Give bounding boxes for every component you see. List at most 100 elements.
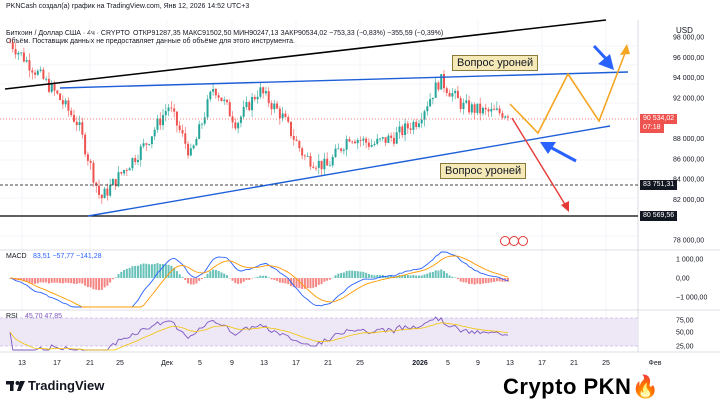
macd-histogram-bar bbox=[287, 278, 290, 285]
level-question-label-bottom[interactable]: Вопрос уроней bbox=[440, 163, 527, 179]
macd-histogram-bar bbox=[501, 278, 504, 282]
time-tick-label: 5 bbox=[198, 360, 202, 367]
candle-body bbox=[123, 170, 126, 174]
macd-histogram-bar bbox=[331, 277, 334, 279]
candle-body bbox=[47, 78, 50, 92]
macd-histogram-bar bbox=[123, 269, 126, 278]
price-axis[interactable]: 98 000,00 96 000,00 94 000,00 92 000,00 88 0… bbox=[673, 35, 704, 245]
macd-histogram-bar bbox=[443, 271, 446, 278]
macd-histogram-bar bbox=[423, 274, 426, 278]
candle-body bbox=[14, 49, 17, 55]
rsi-tick-label: 25,00 bbox=[676, 344, 694, 351]
macd-histogram-bar bbox=[217, 270, 220, 278]
level-question-label-top[interactable]: Вопрос уроней bbox=[452, 55, 539, 71]
candle-body bbox=[287, 117, 290, 122]
time-axis[interactable]: 13 17 21 25 Дек 5 9 13 17 21 25 2026 5 9 13 17 21 25 Фев bbox=[18, 360, 662, 367]
candle-body bbox=[487, 109, 490, 112]
candle-body bbox=[239, 116, 242, 123]
macd-histogram-bar bbox=[114, 277, 117, 278]
candle-body bbox=[11, 42, 14, 50]
candle-body bbox=[504, 116, 507, 118]
candle-body bbox=[479, 103, 482, 114]
candle-body bbox=[195, 138, 198, 146]
macd-histogram-bar bbox=[267, 277, 270, 278]
candle-body bbox=[367, 142, 370, 147]
candle-body bbox=[53, 83, 56, 91]
rsi-title[interactable]: RSI bbox=[6, 313, 18, 320]
triangle-upper-line[interactable] bbox=[59, 71, 629, 89]
macd-histogram-bar bbox=[103, 278, 106, 288]
macd-histogram-bar bbox=[295, 278, 298, 288]
macd-values: 83,51 −57,77 −141,28 bbox=[33, 253, 102, 260]
macd-histogram-bar bbox=[456, 278, 459, 280]
candle-body bbox=[25, 60, 28, 62]
candle-body bbox=[162, 115, 165, 126]
candle-body bbox=[184, 133, 187, 144]
candle-body bbox=[443, 74, 446, 89]
macd-histogram-bar bbox=[231, 278, 234, 281]
candle-body bbox=[426, 106, 429, 112]
macd-histogram-bar bbox=[64, 278, 67, 283]
macd-histogram-bar bbox=[173, 267, 176, 278]
macd-histogram-bar bbox=[187, 278, 190, 284]
macd-histogram-bar bbox=[164, 264, 167, 278]
macd-histogram-bar bbox=[192, 278, 195, 285]
candle-body bbox=[214, 88, 217, 96]
candle-body bbox=[267, 91, 270, 104]
price-tick-label: 88 000,00 bbox=[673, 136, 704, 143]
candle-body bbox=[423, 111, 426, 120]
macd-histogram-bar bbox=[148, 264, 151, 278]
time-tick-label: 17 bbox=[292, 360, 300, 367]
candle-body bbox=[56, 90, 59, 94]
macd-histogram-bar bbox=[120, 271, 123, 278]
macd-histogram-bar bbox=[481, 278, 484, 284]
macd-histogram-bar bbox=[337, 273, 340, 278]
macd-histogram-bar bbox=[47, 278, 50, 284]
candle-body bbox=[200, 123, 203, 125]
ohlc-values: ОТКР91287,35 МАКС91502,50 МИН90247,13 ЗА… bbox=[133, 30, 444, 37]
macd-histogram-bar bbox=[507, 278, 509, 282]
channel-top-line[interactable] bbox=[4, 19, 607, 90]
candle-body bbox=[134, 158, 137, 162]
macd-histogram-bar bbox=[67, 278, 70, 283]
macd-histogram-bar bbox=[429, 272, 432, 278]
event-icons[interactable] bbox=[500, 236, 528, 246]
macd-histogram-bar bbox=[245, 278, 248, 281]
candle-body bbox=[228, 102, 231, 117]
candle-body bbox=[128, 168, 131, 171]
candle-body bbox=[139, 146, 142, 161]
candle-body bbox=[100, 194, 103, 199]
candle-body bbox=[448, 92, 451, 97]
symbol-title[interactable]: Биткоин / Доллар США · 4ч · CRYPTO bbox=[6, 30, 130, 37]
candle-body bbox=[384, 137, 387, 143]
candle-body bbox=[9, 42, 11, 44]
candle-body bbox=[61, 100, 64, 105]
candle-body bbox=[148, 144, 151, 145]
macd-histogram-bar bbox=[153, 263, 156, 278]
macd-histogram-bar bbox=[189, 278, 192, 285]
macd-histogram-bar bbox=[125, 268, 128, 278]
candle-body bbox=[72, 115, 75, 122]
candle-body bbox=[226, 99, 229, 103]
macd-histogram-bar bbox=[434, 270, 437, 278]
macd-histogram-bar bbox=[431, 271, 434, 278]
candle-body bbox=[259, 87, 262, 97]
macd-histogram-bar bbox=[359, 271, 362, 278]
macd-title[interactable]: MACD bbox=[6, 253, 27, 260]
triangle-lower-line[interactable] bbox=[87, 125, 611, 217]
candle-body bbox=[234, 122, 237, 129]
macd-histogram-bar bbox=[117, 274, 120, 278]
candle-body bbox=[170, 107, 173, 109]
candle-body bbox=[289, 121, 292, 137]
macd-histogram-bar bbox=[22, 278, 25, 282]
macd-histogram-bar bbox=[200, 278, 203, 280]
time-tick-label: 13 bbox=[18, 360, 26, 367]
candle-body bbox=[348, 139, 351, 142]
macd-histogram-bar bbox=[498, 278, 501, 282]
macd-histogram-bar bbox=[203, 277, 206, 278]
macd-histogram-bar bbox=[292, 278, 295, 288]
candle-body bbox=[431, 97, 434, 100]
macd-tick-label: 0,00 bbox=[676, 276, 690, 283]
candle-body bbox=[370, 144, 373, 147]
